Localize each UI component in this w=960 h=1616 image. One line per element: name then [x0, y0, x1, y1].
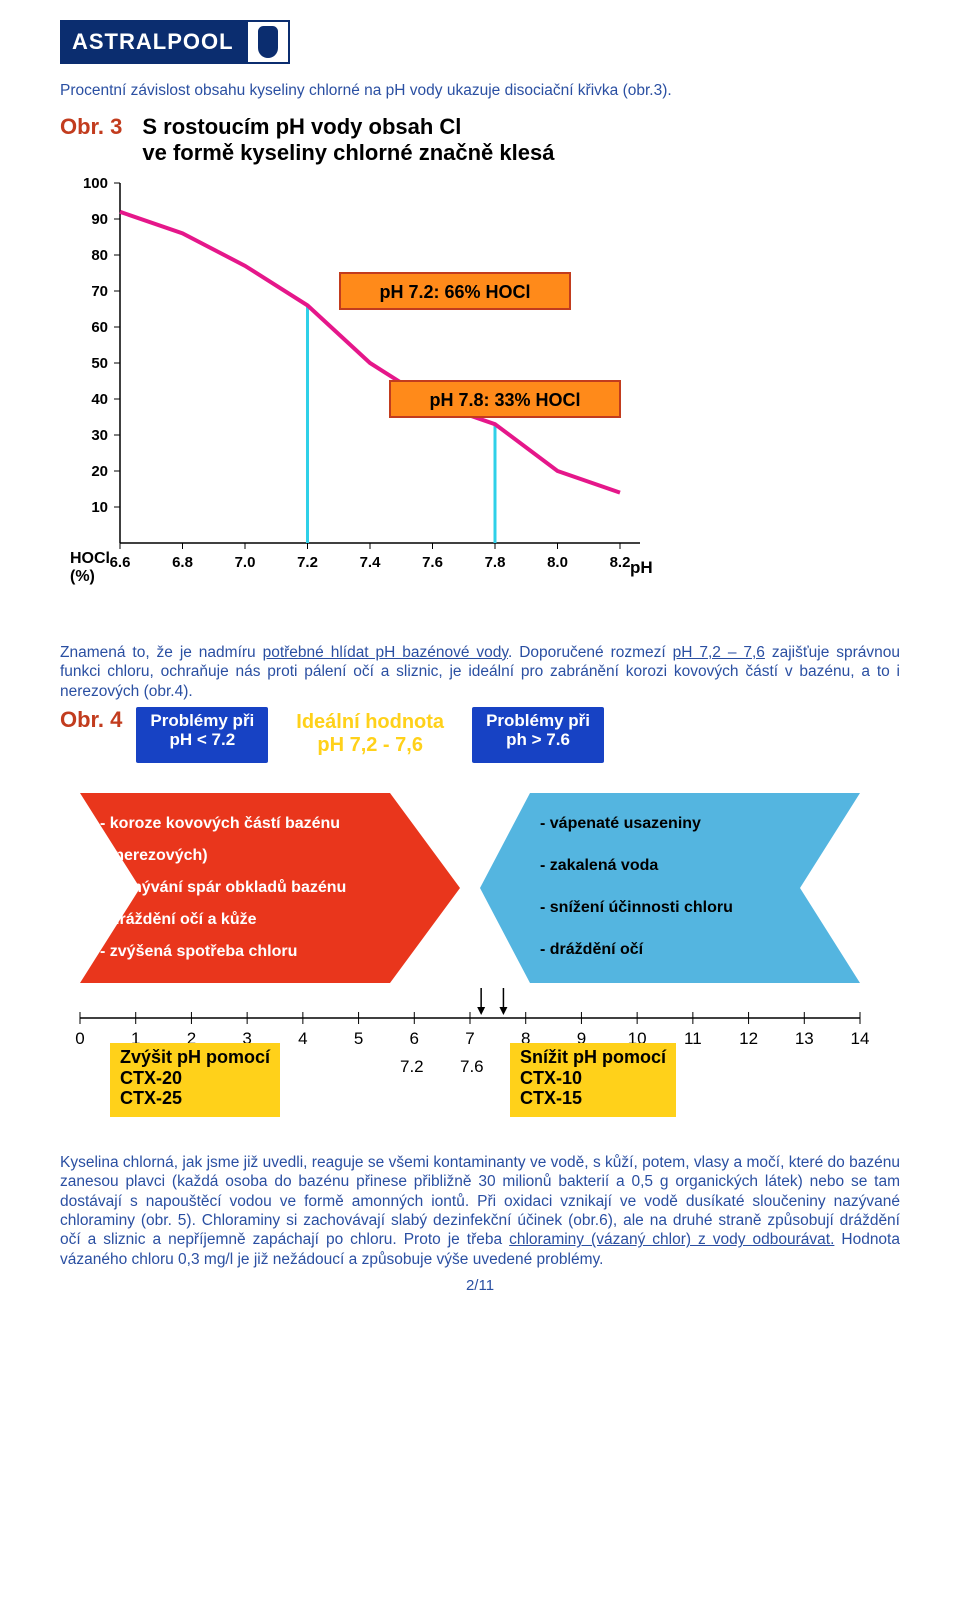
svg-text:6.6: 6.6 — [110, 554, 131, 571]
logo: ASTRALPOOL — [60, 20, 340, 64]
box-snizit-ph: Snížit pH pomocí CTX-10 CTX-15 — [510, 1043, 676, 1117]
svg-text:80: 80 — [91, 247, 108, 264]
logo-text: ASTRALPOOL — [60, 20, 246, 64]
svg-text:60: 60 — [91, 319, 108, 336]
svg-text:5: 5 — [354, 1029, 363, 1048]
svg-text:7.6: 7.6 — [422, 554, 443, 571]
logo-icon — [246, 20, 290, 64]
page-number: 2/11 — [60, 1277, 900, 1294]
scale-mid-l: 7.2 — [400, 1057, 424, 1077]
svg-text:13: 13 — [795, 1029, 814, 1048]
chart1-obr-label: Obr. 3 — [60, 114, 122, 140]
svg-text:10: 10 — [91, 499, 108, 516]
svg-text:100: 100 — [83, 175, 108, 192]
svg-text:8.2: 8.2 — [610, 554, 631, 571]
chart1-title-l2: ve formě kyseliny chlorné značně klesá — [142, 140, 554, 166]
svg-text:pH: pH — [630, 558, 653, 577]
svg-text:pH 7.8: 33% HOCl: pH 7.8: 33% HOCl — [429, 390, 580, 410]
svg-text:- koroze kovových částí bazénu: - koroze kovových částí bazénu — [100, 815, 340, 832]
paragraph-1: Znamená to, že je nadmíru potřebné hlída… — [60, 643, 900, 701]
svg-text:- vápenaté usazeniny: - vápenaté usazeniny — [540, 815, 701, 832]
box-ideal: Ideální hodnotapH 7,2 - 7,6 — [282, 707, 458, 763]
svg-text:20: 20 — [91, 463, 108, 480]
obr4-header: Obr. 4 Problémy připH < 7.2 Ideální hodn… — [60, 707, 900, 763]
svg-text:12: 12 — [739, 1029, 758, 1048]
svg-text:7.8: 7.8 — [485, 554, 506, 571]
svg-text:70: 70 — [91, 283, 108, 300]
svg-text:7: 7 — [465, 1029, 474, 1048]
svg-text:HOCl: HOCl — [70, 550, 110, 567]
svg-text:- zakalená voda: - zakalená voda — [540, 857, 658, 874]
svg-text:pH 7.2: 66% HOCl: pH 7.2: 66% HOCl — [379, 282, 530, 302]
svg-text:0: 0 — [75, 1029, 84, 1048]
dissociation-chart: 100 90 80 70 60 50 40 30 20 10 6.6 6.8 7.0 7.2 7.4 7.6 7… — [60, 173, 900, 603]
svg-text:11: 11 — [684, 1029, 702, 1048]
svg-text:6.8: 6.8 — [172, 554, 193, 571]
svg-text:(i nerezových): (i nerezových) — [100, 847, 208, 864]
svg-text:40: 40 — [91, 391, 108, 408]
box-problems-high: Problémy připh > 7.6 — [472, 707, 604, 763]
svg-text:- snížení účinnosti chloru: - snížení účinnosti chloru — [540, 899, 733, 916]
svg-text:- zvýšená spotřeba chloru: - zvýšená spotřeba chloru — [100, 943, 297, 960]
obr4-label: Obr. 4 — [60, 707, 122, 733]
svg-text:8.0: 8.0 — [547, 554, 568, 571]
svg-text:- dráždění očí: - dráždění očí — [540, 941, 644, 958]
svg-text:(%): (%) — [70, 568, 95, 585]
svg-text:14: 14 — [851, 1029, 870, 1048]
svg-text:50: 50 — [91, 355, 108, 372]
final-paragraph: Kyselina chlorná, jak jsme již uvedli, r… — [60, 1153, 900, 1269]
scale-mid-r: 7.6 — [460, 1057, 484, 1077]
svg-text:4: 4 — [298, 1029, 307, 1048]
svg-text:7.4: 7.4 — [360, 554, 382, 571]
svg-text:- vymývání spár obkladů bazénu: - vymývání spár obkladů bazénu — [100, 879, 346, 896]
chart1-header: Obr. 3 S rostoucím pH vody obsah Cl ve f… — [60, 114, 900, 167]
intro-text: Procentní závislost obsahu kyseliny chlo… — [60, 82, 900, 100]
box-zvysit-ph: Zvýšit pH pomocí CTX-20 CTX-25 — [110, 1043, 280, 1117]
svg-text:7.0: 7.0 — [235, 554, 256, 571]
box-problems-low: Problémy připH < 7.2 — [136, 707, 268, 763]
svg-text:- dráždění očí a kůže: - dráždění očí a kůže — [100, 911, 257, 928]
svg-text:7.2: 7.2 — [297, 554, 318, 571]
svg-text:90: 90 — [91, 211, 108, 228]
chart1-title-l1: S rostoucím pH vody obsah Cl — [142, 114, 554, 140]
svg-text:6: 6 — [410, 1029, 419, 1048]
svg-text:30: 30 — [91, 427, 108, 444]
